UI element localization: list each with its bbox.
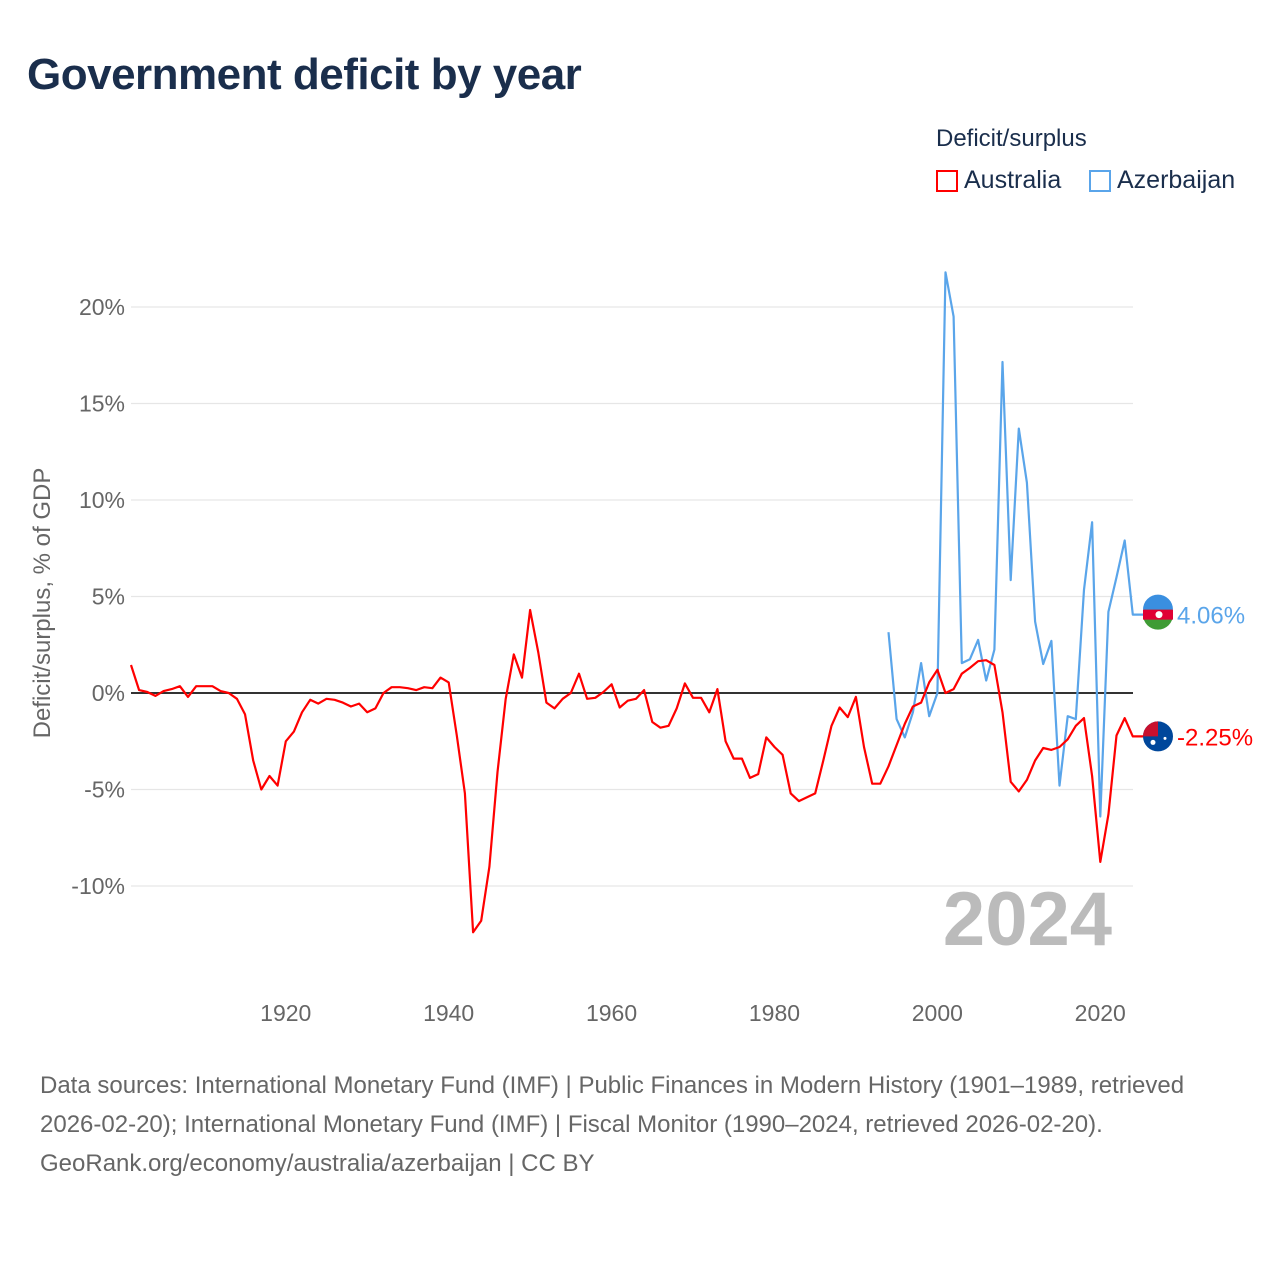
legend-label: Azerbaijan xyxy=(1117,166,1236,194)
x-tick-label: 2000 xyxy=(912,1000,963,1026)
y-tick-label: 0% xyxy=(92,680,125,706)
footer: Data sources: International Monetary Fun… xyxy=(40,1066,1240,1183)
end-value-label: -2.25% xyxy=(1177,724,1253,751)
y-tick-label: -5% xyxy=(84,777,125,803)
chart-title: Government deficit by year xyxy=(27,50,582,99)
flag-part xyxy=(1155,611,1163,619)
y-tick-label: 10% xyxy=(79,487,125,513)
x-tick-label: 1960 xyxy=(586,1000,637,1026)
y-tick-label: 20% xyxy=(79,294,125,320)
legend-swatch-australia xyxy=(936,169,958,192)
flag-part xyxy=(1143,594,1173,610)
legend-title: Deficit/surplus xyxy=(936,125,1087,152)
x-tick-label: 1940 xyxy=(423,1000,474,1026)
azerbaijan-flag-icon xyxy=(1143,594,1173,630)
y-tick-label: 15% xyxy=(79,391,125,417)
x-tick-label: 1980 xyxy=(749,1000,800,1026)
series-line-australia xyxy=(129,608,1155,934)
legend-item-australia[interactable]: Australia xyxy=(936,166,1061,195)
y-tick-label: 5% xyxy=(92,584,125,610)
y-tick-label: -10% xyxy=(71,873,125,899)
end-value-label: 4.06% xyxy=(1177,603,1245,630)
legend-swatch-azerbaijan xyxy=(1089,169,1111,192)
series-line-azerbaijan xyxy=(887,271,1155,818)
australia-flag-icon xyxy=(1143,721,1173,752)
x-tick-label: 1920 xyxy=(260,1000,311,1026)
y-axis-label: Deficit/surplus, % of GDP xyxy=(29,468,56,739)
legend-label: Australia xyxy=(964,166,1062,194)
flag-part xyxy=(1143,721,1158,737)
legend-item-azerbaijan[interactable]: Azerbaijan xyxy=(1089,166,1235,195)
data-sources: Data sources: International Monetary Fun… xyxy=(40,1072,1185,1138)
credit-link[interactable]: GeoRank.org/economy/australia/azerbaijan… xyxy=(40,1150,595,1177)
flag-part xyxy=(1150,739,1156,745)
year-watermark: 2024 xyxy=(943,877,1112,962)
x-tick-label: 2020 xyxy=(1075,1000,1126,1026)
flag-part xyxy=(1163,736,1167,740)
